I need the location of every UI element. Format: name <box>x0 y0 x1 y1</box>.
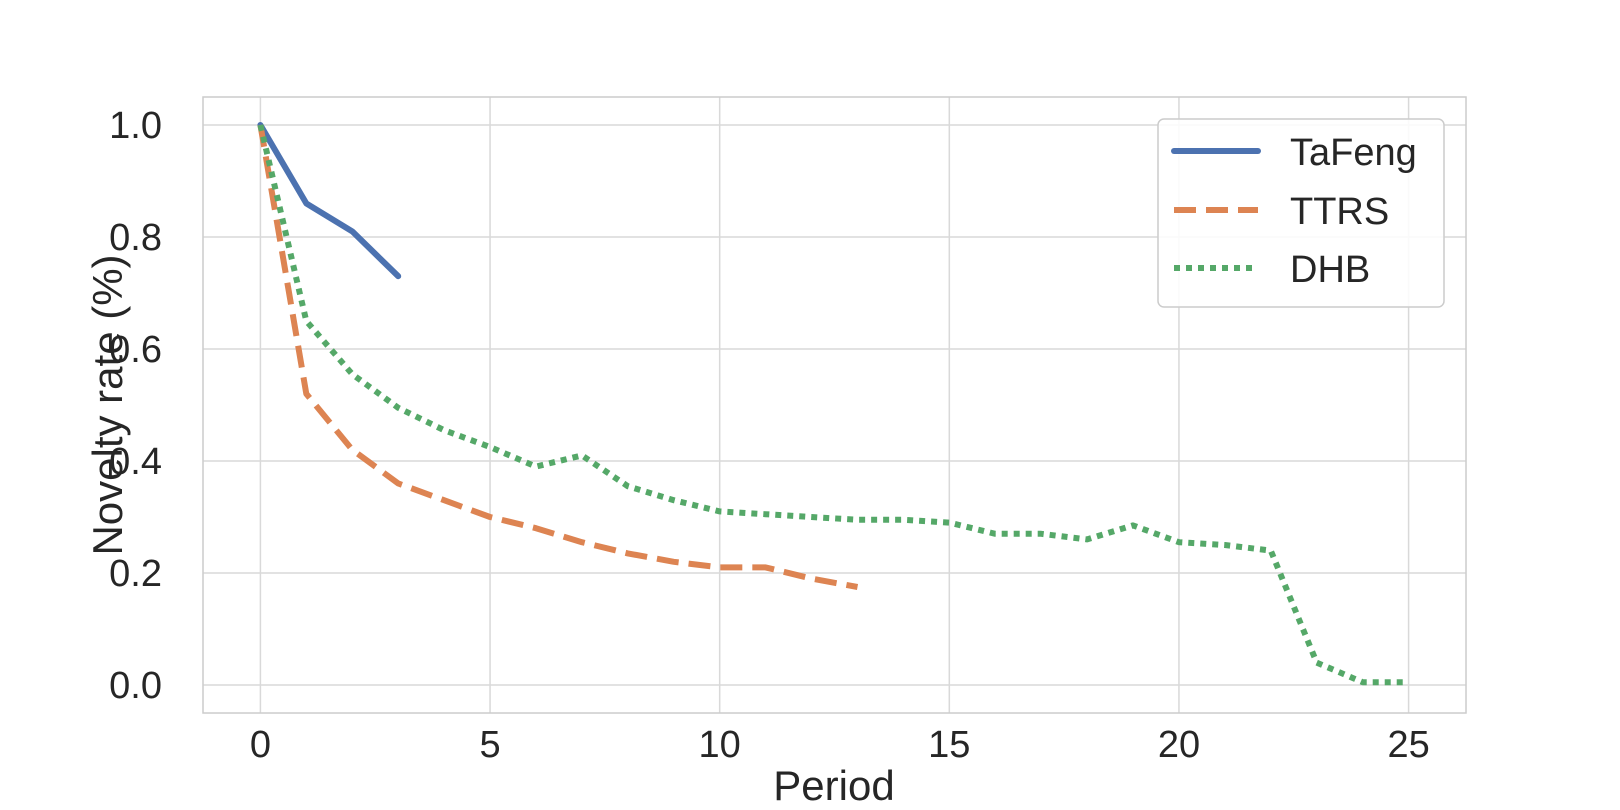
y-tick-label-1: 0.2 <box>109 553 162 595</box>
y-tick-label-3: 0.6 <box>109 329 162 371</box>
y-axis-label: Novelty rate (%) <box>84 254 131 555</box>
series-line-tafeng <box>257 122 402 280</box>
x-tick-label-1: 5 <box>479 724 500 766</box>
x-tick-label-3: 15 <box>928 724 970 766</box>
series-line-dhb <box>257 124 1409 686</box>
y-tick-label-2: 0.4 <box>109 441 162 483</box>
x-tick-label-5: 25 <box>1387 724 1429 766</box>
legend: TaFeng TTRS DHB <box>1157 118 1445 308</box>
y-tick-label-5: 1.0 <box>109 105 162 147</box>
x-tick-label-0: 0 <box>250 724 271 766</box>
series-tafeng <box>257 122 402 280</box>
series-dhb <box>257 124 1409 686</box>
legend-frame <box>1157 118 1445 308</box>
x-tick-label-4: 20 <box>1158 724 1200 766</box>
y-tick-label-0: 0.0 <box>109 665 162 707</box>
legend-label-ttrs: TTRS <box>1290 191 1389 233</box>
y-tick-labels: 0.0 0.2 0.4 0.6 0.8 1.0 <box>109 105 162 707</box>
series-ttrs <box>257 124 859 590</box>
x-tick-label-2: 10 <box>699 724 741 766</box>
legend-label-tafeng: TaFeng <box>1290 132 1417 174</box>
series-line-ttrs <box>257 124 859 590</box>
legend-label-dhb: DHB <box>1290 249 1370 291</box>
y-tick-label-4: 0.8 <box>109 217 162 259</box>
series-layer <box>257 122 1409 686</box>
x-axis-label: Period <box>773 762 894 809</box>
x-tick-labels: 0 5 10 15 20 25 <box>250 724 1430 766</box>
plot-frame <box>202 96 1467 714</box>
